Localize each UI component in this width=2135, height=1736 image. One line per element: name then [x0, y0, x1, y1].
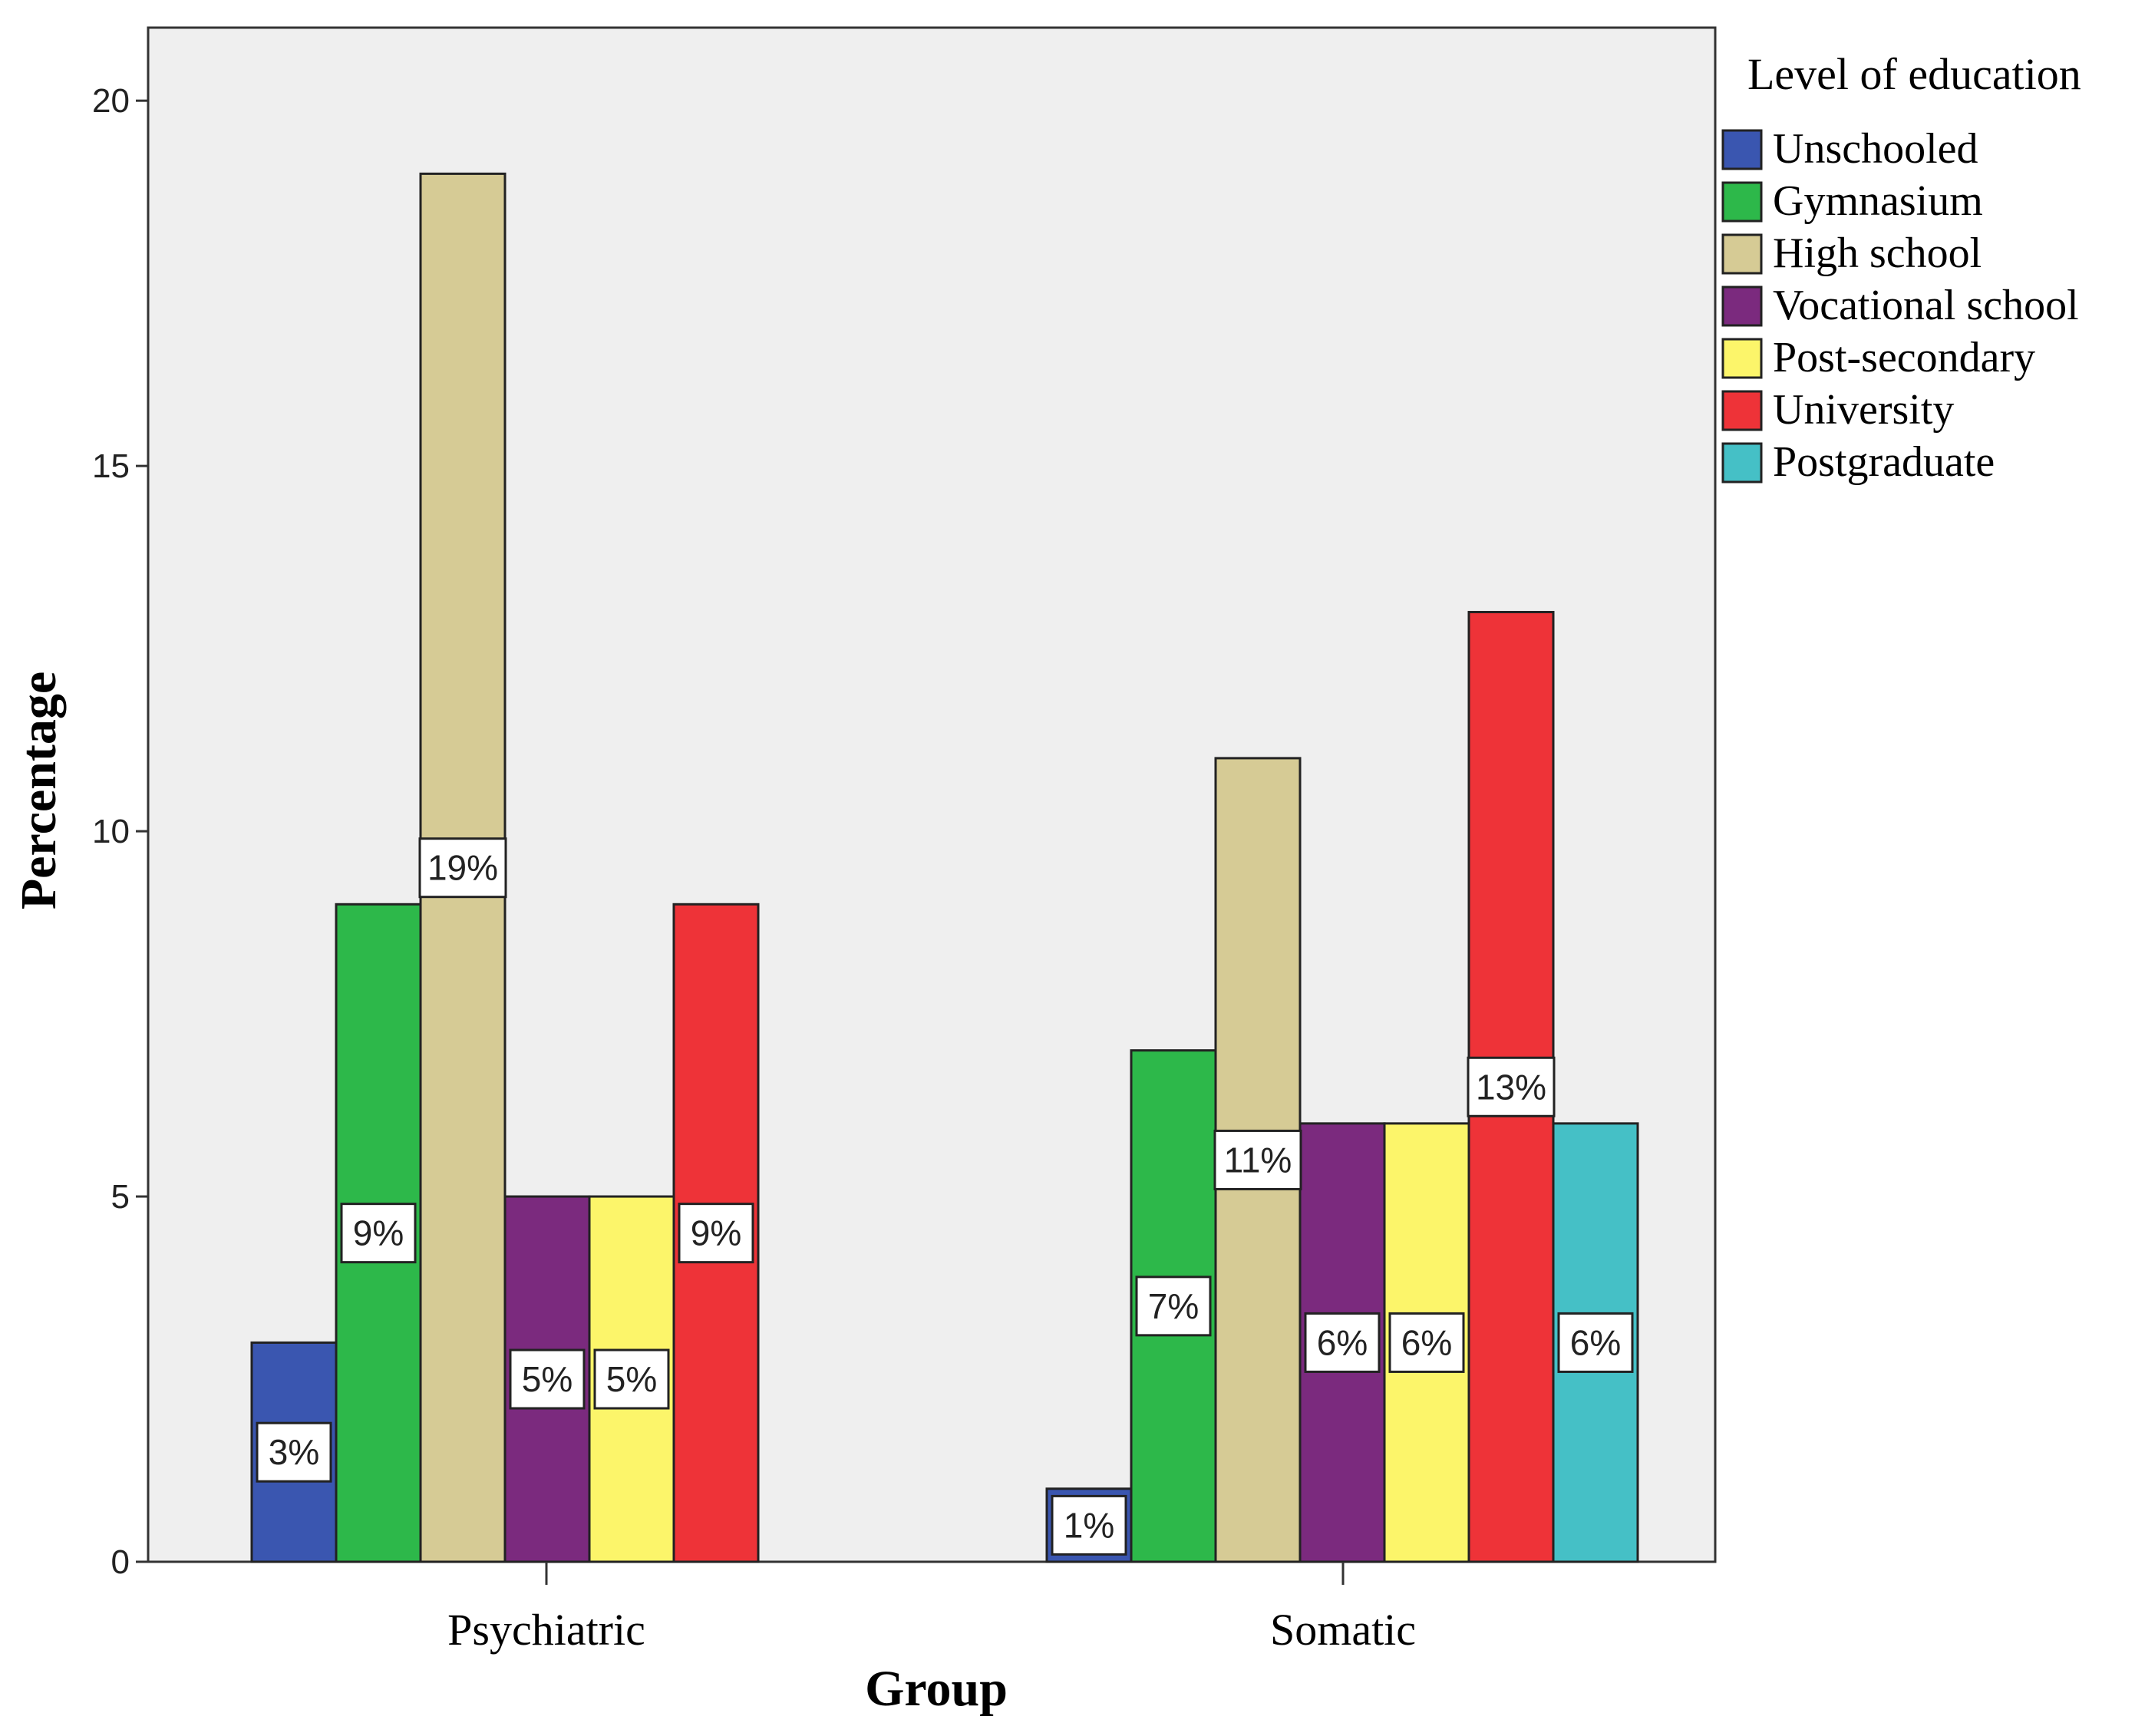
legend-swatch: [1721, 285, 1763, 327]
data-label: 6%: [1401, 1322, 1452, 1362]
y-axis-title: Percentage: [11, 672, 67, 909]
y-tick-label: 15: [92, 447, 130, 485]
data-label: 9%: [353, 1213, 404, 1253]
data-label: 13%: [1476, 1067, 1546, 1107]
legend-label: Vocational school: [1773, 282, 2079, 329]
legend-label: Unschooled: [1773, 125, 1978, 173]
x-axis-title: Group: [865, 1661, 1008, 1717]
legend-swatch: [1721, 390, 1763, 431]
legend-swatch: [1721, 233, 1763, 275]
legend: Level of education UnschooledGymnasiumHi…: [1721, 49, 2081, 486]
data-label-box: [418, 837, 507, 899]
data-label: 9%: [691, 1213, 741, 1253]
x-axis: Psychiatric Somatic: [447, 1562, 1416, 1655]
data-label-box: [1304, 1312, 1381, 1373]
data-label: 5%: [606, 1359, 657, 1399]
data-label-box: [1467, 1056, 1556, 1117]
data-label: 6%: [1570, 1322, 1621, 1362]
y-tick-label: 10: [92, 813, 130, 850]
y-tick-label: 0: [111, 1543, 130, 1581]
legend-swatch: [1721, 442, 1763, 484]
y-tick-label: 20: [92, 82, 130, 120]
data-label: 19%: [427, 848, 498, 888]
legend-label: University: [1773, 386, 1954, 434]
data-label-box: [1135, 1276, 1212, 1337]
y-tick-label: 5: [111, 1178, 130, 1216]
legend-swatch: [1721, 129, 1763, 170]
legend-label: Post-secondary: [1773, 334, 2035, 381]
data-label-box: [1051, 1494, 1127, 1556]
data-label-box: [340, 1203, 417, 1264]
data-label-box: [1557, 1312, 1634, 1373]
x-category-label: Psychiatric: [447, 1605, 645, 1655]
legend-title: Level of education: [1747, 49, 2081, 99]
data-labels: 3% 9% 19% 5% 5% 9% 1% 7% 11% 6% 6% 13% 6%: [256, 837, 1634, 1556]
data-label-box: [256, 1421, 332, 1483]
y-axis: 0 5 10 15 20: [92, 82, 148, 1581]
data-label-box: [1213, 1129, 1302, 1190]
data-label-box: [678, 1203, 754, 1264]
legend-label: High school: [1773, 229, 1982, 277]
data-label: 11%: [1224, 1140, 1292, 1180]
data-label-box: [593, 1348, 670, 1410]
data-label: 5%: [522, 1359, 573, 1399]
x-category-label: Somatic: [1270, 1605, 1416, 1655]
data-label-box: [1388, 1312, 1465, 1373]
legend-label: Gymnasium: [1773, 177, 1983, 225]
legend-swatch: [1721, 181, 1763, 223]
data-label: 3%: [269, 1432, 319, 1472]
legend-swatch: [1721, 338, 1763, 379]
data-label: 6%: [1317, 1322, 1368, 1362]
data-label-box: [509, 1348, 586, 1410]
legend-label: Postgraduate: [1773, 438, 1995, 486]
data-label: 7%: [1148, 1286, 1199, 1326]
data-label: 1%: [1064, 1505, 1114, 1545]
